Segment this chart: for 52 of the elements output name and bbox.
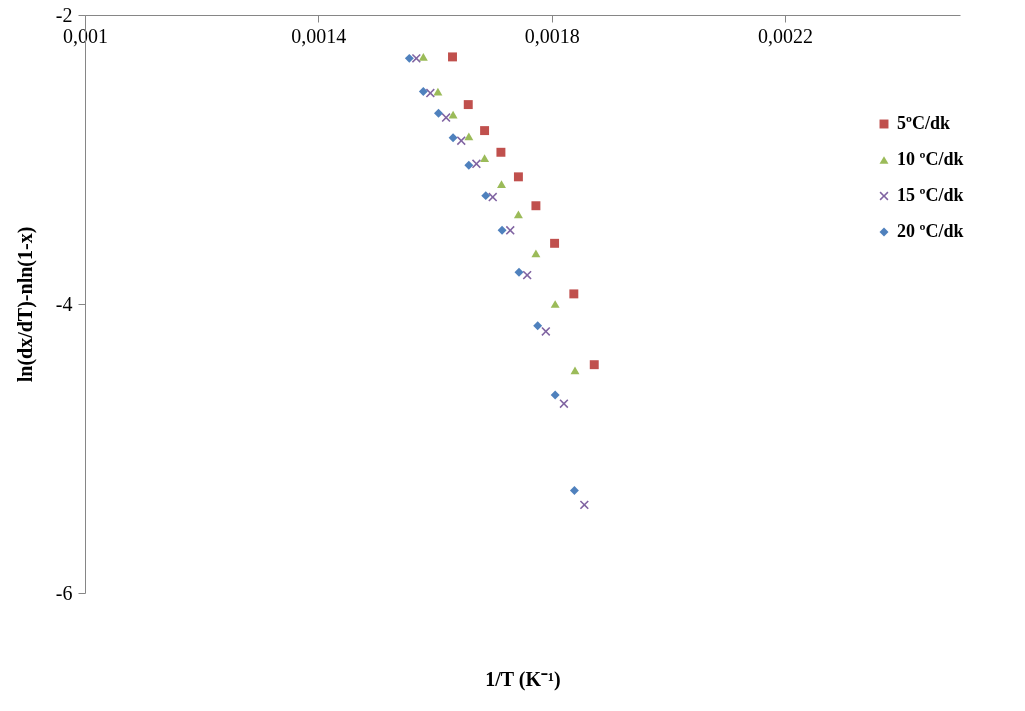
point xyxy=(464,132,474,141)
point xyxy=(522,270,532,280)
point xyxy=(514,267,524,277)
point xyxy=(481,191,491,201)
point xyxy=(411,53,421,63)
y-tick-label: -4 xyxy=(55,292,73,315)
x-tick-label: 0,0014 xyxy=(291,24,347,47)
point xyxy=(448,52,457,62)
point xyxy=(497,180,506,188)
point xyxy=(441,113,451,123)
point xyxy=(559,399,569,409)
point xyxy=(480,126,490,136)
point xyxy=(505,225,515,235)
y-tick-label: -2 xyxy=(55,3,73,26)
point xyxy=(463,100,473,110)
point xyxy=(418,53,428,61)
point xyxy=(425,88,435,98)
legend-label: 5ºC/dk xyxy=(897,113,950,133)
point xyxy=(418,87,428,97)
point xyxy=(550,300,560,308)
point xyxy=(550,390,560,400)
legend-label: 20 ºC/dk xyxy=(897,221,964,241)
x-axis-title: 1/T (K⁻¹) xyxy=(485,667,561,691)
y-tick-label: -6 xyxy=(55,581,73,604)
point xyxy=(471,159,481,169)
point xyxy=(497,225,507,235)
point xyxy=(448,133,458,143)
point xyxy=(569,289,579,299)
y-axis-title: ln(dx/dT)-nln(1-x) xyxy=(13,226,37,383)
point xyxy=(579,500,589,510)
point xyxy=(496,147,506,157)
point xyxy=(488,192,498,202)
point xyxy=(448,110,458,119)
point xyxy=(456,136,466,146)
point xyxy=(569,485,579,495)
point xyxy=(513,210,523,219)
point xyxy=(589,360,599,370)
legend-label: 15 ºC/dk xyxy=(897,185,964,205)
x-tick-label: 0,0018 xyxy=(524,24,580,47)
legend-label: 10 ºC/dk xyxy=(897,149,964,169)
point xyxy=(434,108,443,118)
point xyxy=(541,326,551,336)
point xyxy=(464,160,474,170)
point xyxy=(513,172,523,182)
point xyxy=(531,201,541,211)
point xyxy=(404,53,414,63)
point xyxy=(570,366,580,375)
point xyxy=(533,321,543,331)
point xyxy=(550,238,560,248)
point xyxy=(531,249,541,258)
x-tick-label: 0,0022 xyxy=(758,24,813,47)
point xyxy=(480,154,490,162)
